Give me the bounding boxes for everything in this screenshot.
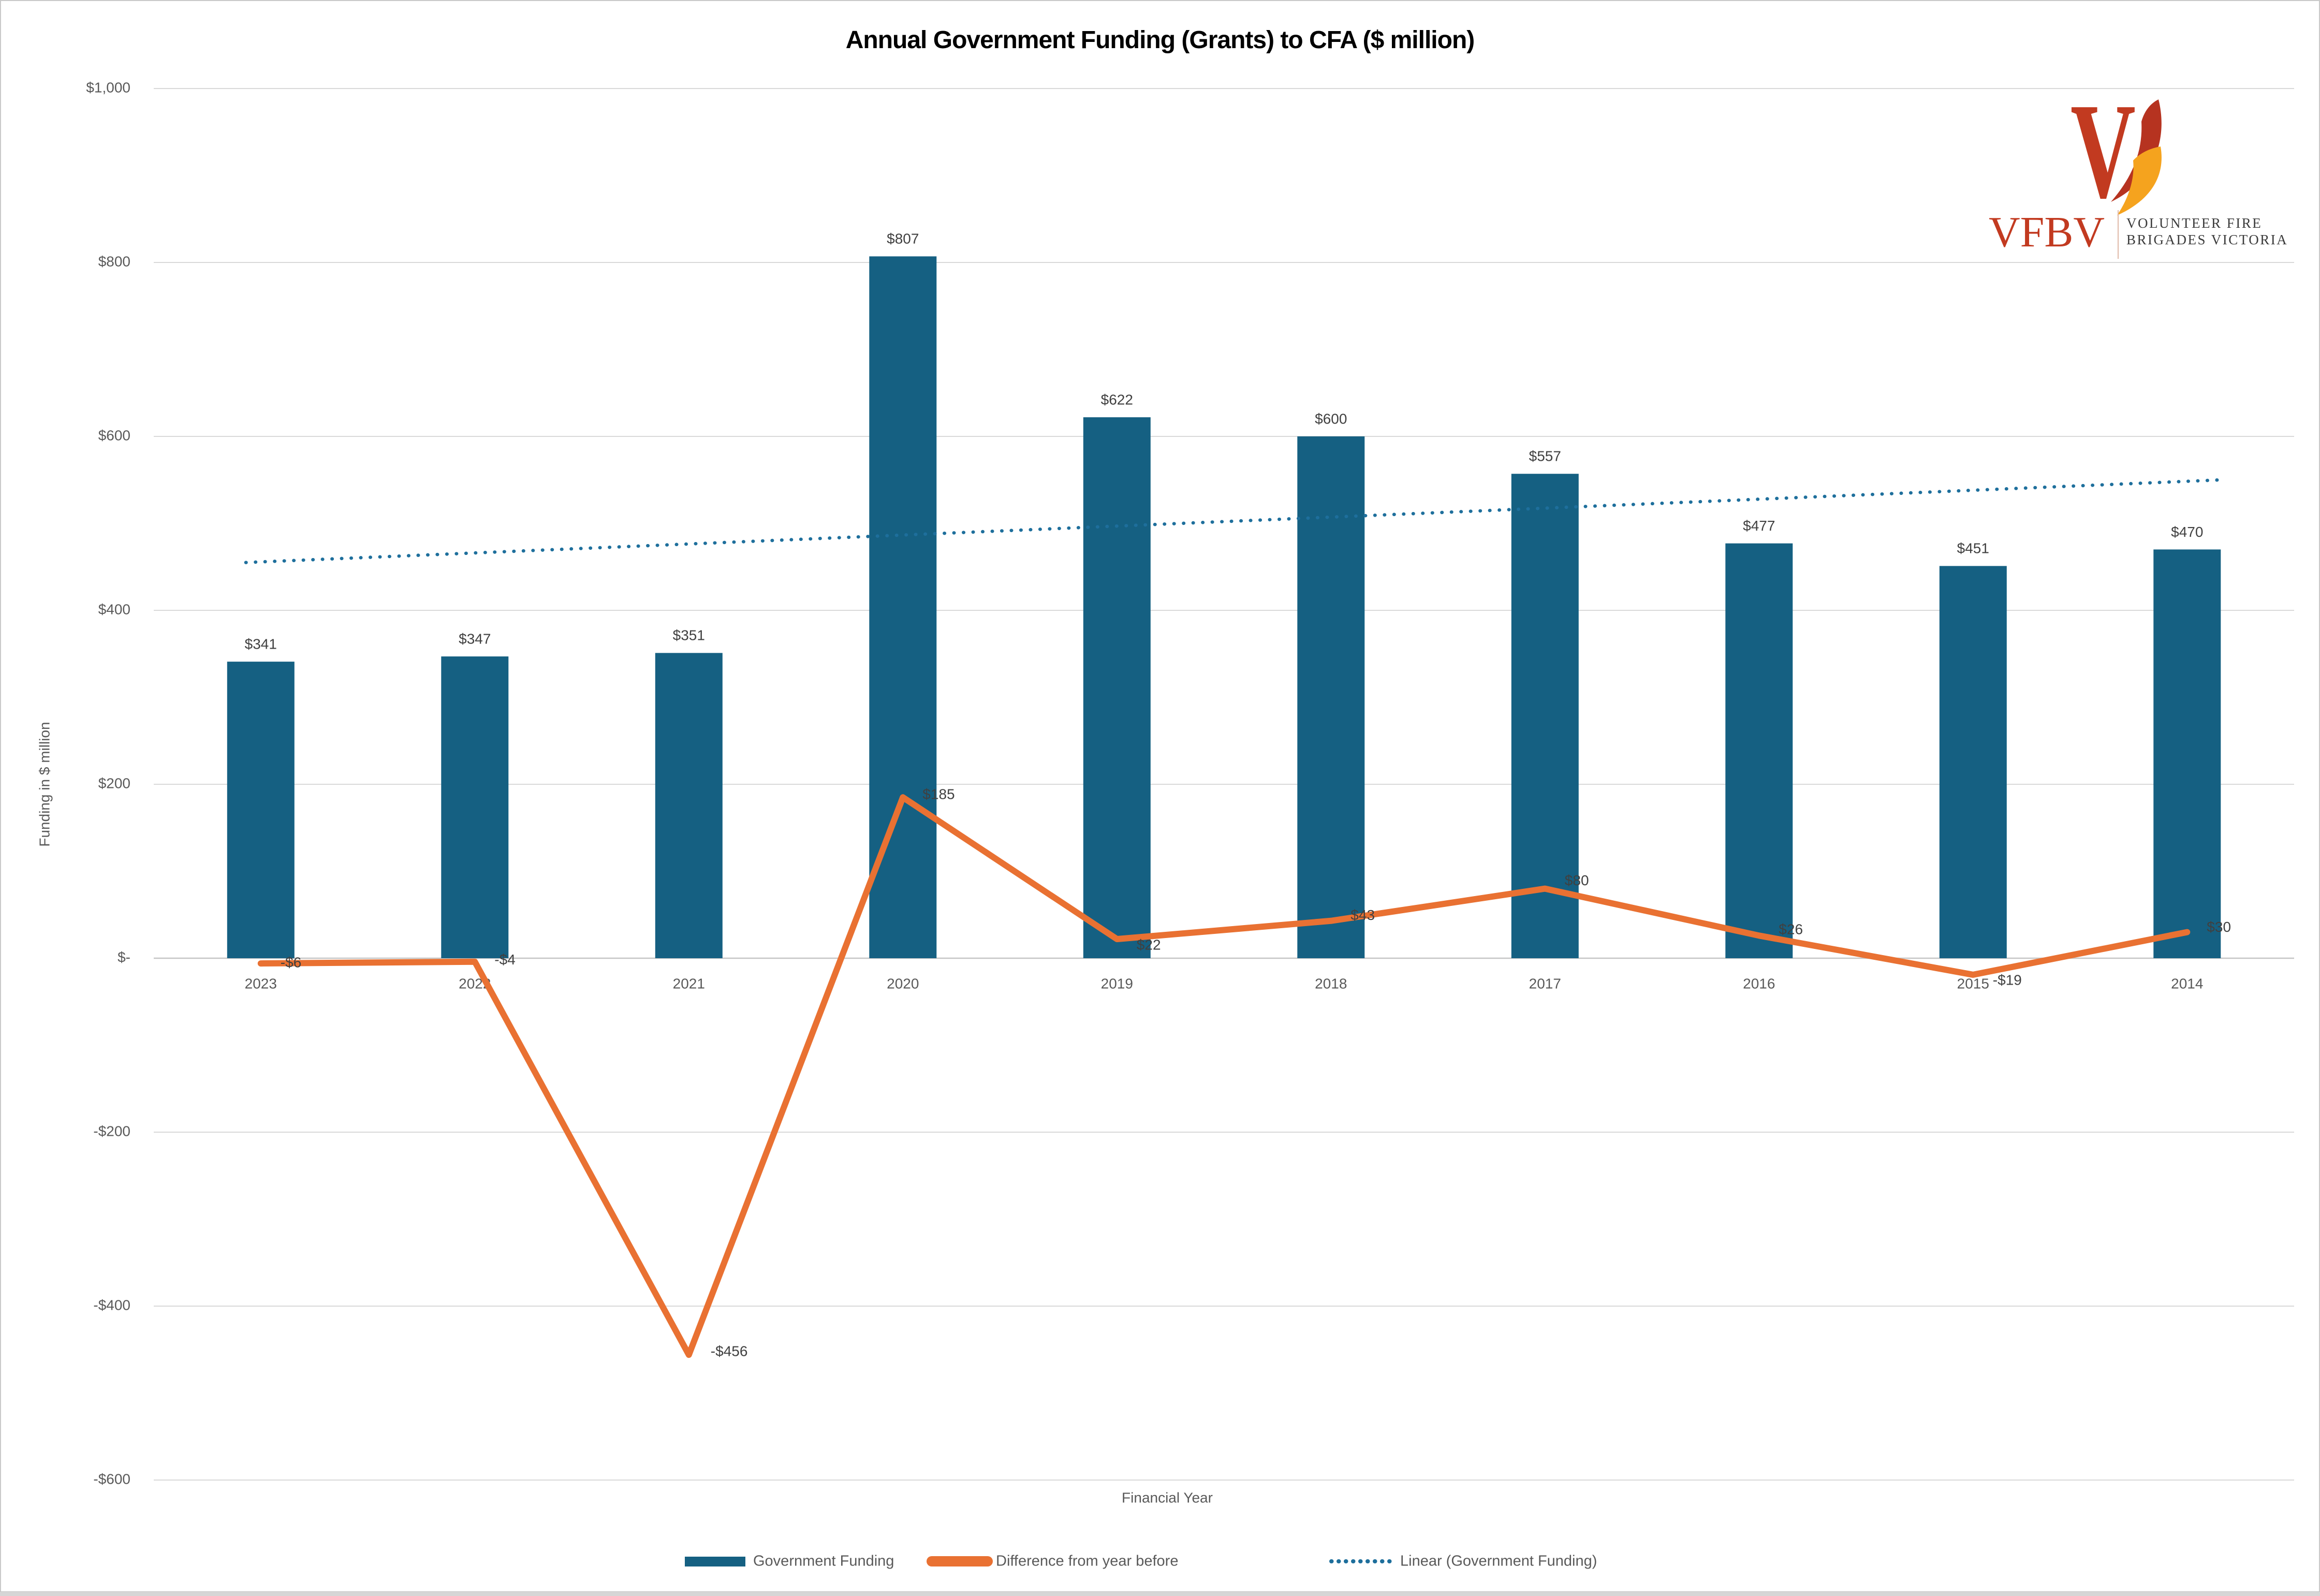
y-tick-label: $- (118, 949, 130, 965)
x-tick-label: 2020 (887, 975, 919, 991)
legend: Government Funding Difference from year b… (685, 1553, 1597, 1570)
bar-2018 (1297, 436, 1365, 958)
bar-2014 (2153, 549, 2221, 958)
logo-acronym: VFBV (1989, 208, 2105, 256)
bar-2020 (869, 256, 937, 958)
bar-2021 (655, 653, 723, 958)
diff-point-label: $30 (2207, 919, 2231, 935)
logo-name-line1: VOLUNTEER FIRE (2126, 215, 2262, 231)
bar-value-labels: $341 $347 $351 $807 $622 $600 $557 $477 $451 $470 (245, 231, 2204, 652)
y-tick-label: $200 (98, 775, 130, 791)
diff-point-label: $43 (1350, 907, 1375, 923)
y-axis-title: Funding in $ million (36, 722, 52, 846)
y-axis-tick-labels: $1,000 $800 $600 $400 $200 $- -$200 -$400 -$600 (86, 79, 130, 1487)
bar-value-label: $451 (1957, 540, 1989, 557)
bar-2016 (1725, 543, 1793, 958)
diff-point-label: $80 (1565, 872, 1589, 888)
legend-label: Linear (Government Funding) (1400, 1553, 1597, 1570)
diff-point-label: $185 (922, 786, 955, 802)
x-axis-title: Financial Year (1122, 1489, 1213, 1505)
y-tick-label: $1,000 (86, 79, 130, 95)
bar-series-government-funding (227, 256, 2221, 958)
window-bottom-strip (0, 1591, 2320, 1596)
trendline-linear-government-funding (244, 478, 2223, 564)
legend-label: Difference from year before (996, 1553, 1178, 1570)
bar-2022 (441, 656, 509, 958)
diff-point-label: -$456 (711, 1343, 748, 1359)
gridlines (154, 88, 2294, 1481)
bar-value-label: $470 (2171, 524, 2203, 540)
x-tick-label: 2019 (1101, 975, 1133, 991)
bar-value-label: $351 (673, 627, 705, 643)
vfbv-logo: V VFBV VOLUNTEER FIRE BRIGADES VICTORIA (1989, 93, 2288, 259)
diff-point-label: $26 (1779, 921, 1803, 938)
legend-item-difference: Difference from year before (927, 1553, 1178, 1570)
x-tick-label: 2023 (245, 975, 277, 991)
legend-bar-swatch-icon (685, 1557, 745, 1566)
diff-point-label: -$4 (494, 951, 515, 968)
y-tick-label: -$400 (93, 1297, 130, 1313)
y-tick-label: -$600 (93, 1471, 130, 1487)
x-tick-label: 2018 (1315, 975, 1347, 991)
legend-item-government-funding: Government Funding (685, 1553, 894, 1570)
bar-value-label: $557 (1529, 448, 1561, 464)
y-tick-label: $400 (98, 601, 130, 617)
x-tick-label: 2017 (1529, 975, 1561, 991)
difference-point-labels: -$6 -$4 -$456 $185 $22 $43 $80 $26 -$19 $30 (281, 786, 2231, 1359)
bar-value-label: $622 (1101, 391, 1133, 407)
bar-value-label: $477 (1743, 518, 1775, 534)
chart-title: Annual Government Funding (Grants) to CF… (845, 26, 1475, 54)
bar-2023 (227, 662, 295, 958)
bar-value-label: $347 (459, 631, 491, 647)
bar-value-label: $807 (887, 231, 919, 247)
y-tick-label: $600 (98, 427, 130, 443)
y-tick-label: -$200 (93, 1123, 130, 1139)
bar-2017 (1511, 474, 1579, 958)
diff-point-label: -$6 (281, 954, 301, 970)
logo-name-line2: BRIGADES VICTORIA (2126, 232, 2288, 247)
legend-item-linear-trend: Linear (Government Funding) (1329, 1553, 1597, 1570)
bar-value-label: $341 (245, 636, 277, 652)
logo-flame-orange-icon (2117, 147, 2162, 215)
x-tick-label: 2016 (1743, 975, 1775, 991)
x-tick-label: 2021 (673, 975, 705, 991)
x-tick-label: 2015 (1957, 975, 1989, 991)
legend-label: Government Funding (753, 1553, 894, 1570)
logo-flame-red-icon (2111, 99, 2162, 202)
bar-value-label: $600 (1315, 411, 1347, 427)
x-tick-label: 2014 (2171, 975, 2203, 991)
x-axis-tick-labels: 2023 2022 2021 2020 2019 2018 2017 2016 2015 2014 (245, 975, 2204, 991)
diff-point-label: -$19 (1993, 972, 2022, 988)
difference-line (257, 794, 2191, 1358)
y-tick-label: $800 (98, 253, 130, 269)
bar-2015 (1939, 566, 2007, 958)
diff-point-label: $22 (1137, 936, 1161, 953)
bar-2019 (1083, 417, 1151, 958)
